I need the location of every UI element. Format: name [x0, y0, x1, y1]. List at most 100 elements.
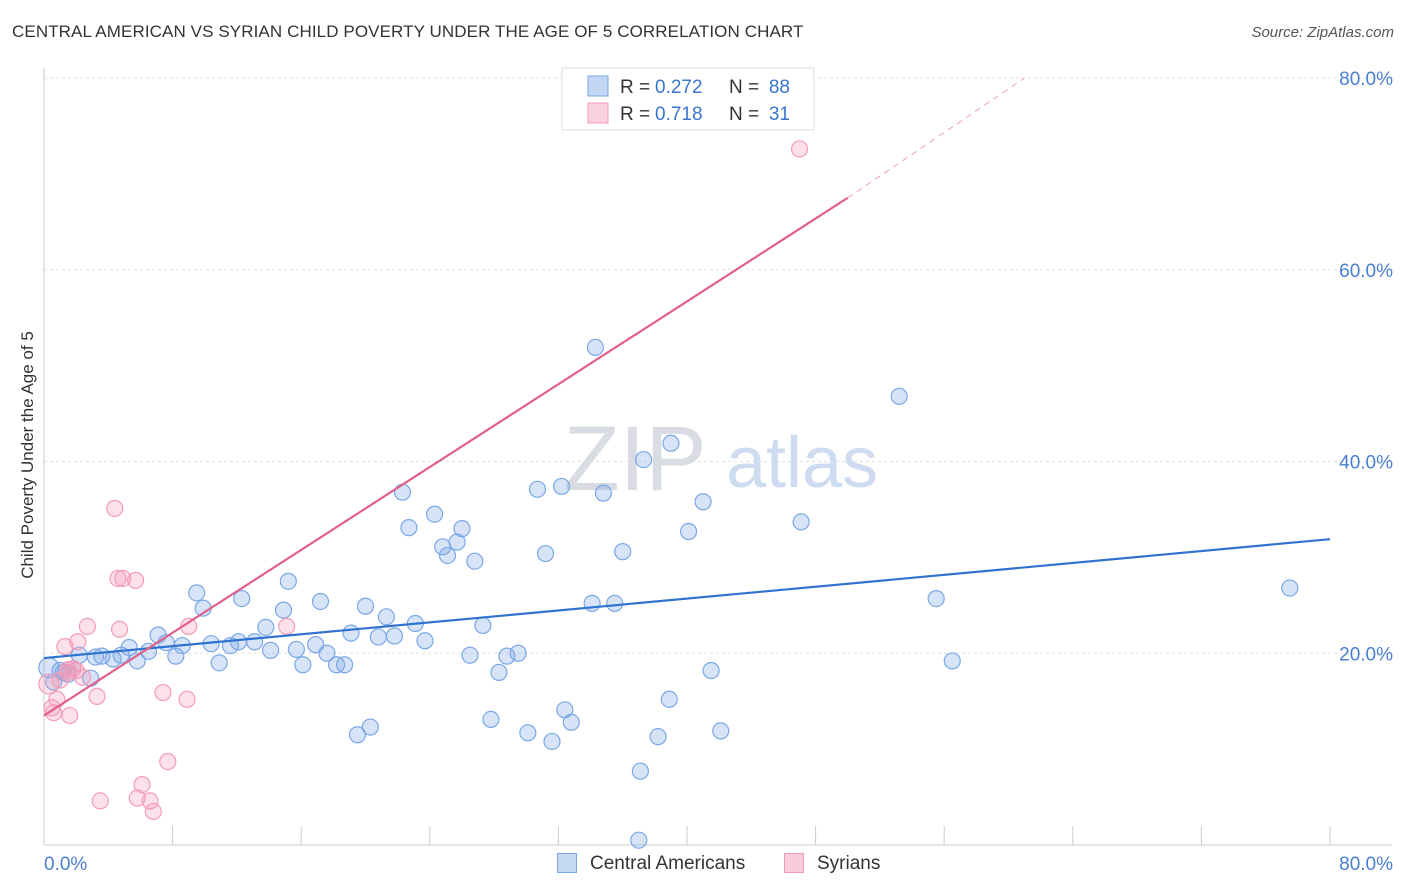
central-americans-trend: [43, 538, 1331, 660]
syrians-point: [178, 690, 196, 708]
central-americans-point: [356, 597, 375, 615]
syrians-point: [78, 617, 97, 636]
syrians-point: [127, 571, 145, 589]
central-americans-point: [245, 633, 264, 651]
syrians-point: [144, 802, 162, 821]
trend-lines: [43, 77, 1331, 717]
x-tick-label-end: 80.0%: [1339, 854, 1393, 875]
central-americans-point: [631, 762, 649, 780]
legend-box: [561, 67, 815, 131]
central-americans-point: [712, 722, 730, 740]
syrians-point: [64, 659, 82, 678]
x-tick-label-start: 0.0%: [44, 854, 87, 875]
central-americans-point: [461, 646, 479, 664]
central-americans-point: [583, 594, 601, 612]
chart-title: CENTRAL AMERICAN VS SYRIAN CHILD POVERTY…: [12, 22, 804, 41]
legend-stat-swatch: [587, 102, 609, 124]
central-americans-point: [233, 590, 251, 608]
central-americans-point: [400, 519, 418, 537]
central-americans-point: [262, 641, 280, 659]
central-americans-point: [348, 726, 367, 744]
syrians-trend: [43, 196, 849, 717]
central-americans-point: [307, 636, 325, 654]
central-americans-point: [649, 728, 667, 746]
central-americans-point: [498, 647, 516, 665]
y-tick-label: 20.0%: [1339, 644, 1393, 665]
syrians-point: [56, 637, 74, 656]
y-tick-label: 60.0%: [1339, 261, 1393, 282]
central-americans-point: [536, 544, 555, 563]
central-americans-point: [229, 633, 248, 651]
syrians-point: [61, 706, 79, 725]
syrians-point: [133, 775, 151, 794]
central-americans-point: [614, 543, 632, 561]
central-americans-point: [453, 520, 471, 538]
central-americans-point: [274, 601, 293, 619]
central-americans-point: [393, 483, 412, 501]
central-americans-point: [188, 584, 206, 602]
syrians-trend-extension: [847, 77, 1025, 199]
central-americans-point: [553, 477, 571, 496]
central-americans-point: [482, 710, 500, 729]
syrians-point: [128, 789, 146, 807]
central-americans-point: [660, 690, 678, 708]
central-americans-point: [662, 434, 680, 452]
y-tick-label: 40.0%: [1339, 453, 1393, 474]
central-americans-point: [385, 627, 404, 645]
central-americans-point: [342, 624, 360, 642]
central-americans-point: [606, 594, 624, 612]
central-americans-point: [509, 644, 527, 662]
central-americans-point: [361, 718, 379, 736]
central-americans-point: [448, 533, 466, 551]
central-americans-points: [38, 338, 1299, 849]
central-americans-point: [634, 450, 653, 469]
watermark: ZIP atlas: [563, 408, 878, 510]
watermark-zip: ZIP: [563, 408, 706, 510]
central-americans-point: [438, 546, 457, 565]
central-americans-point: [279, 572, 297, 590]
central-americans-point: [318, 644, 336, 662]
central-americans-point: [287, 640, 305, 659]
syrians-point: [278, 617, 296, 636]
central-americans-point: [927, 590, 945, 608]
central-americans-point: [890, 387, 908, 405]
legend-n-label: N =: [729, 104, 759, 125]
central-americans-point: [167, 647, 185, 665]
syrians-point: [69, 633, 87, 651]
legend-r-value: 0.718: [655, 104, 703, 125]
gridlines: [44, 77, 1392, 654]
central-americans-point: [466, 552, 484, 570]
central-americans-point: [702, 661, 720, 680]
syrians-point: [790, 140, 809, 158]
central-americans-point: [594, 484, 613, 502]
central-americans-point: [528, 480, 547, 498]
legend-n-value: 31: [769, 104, 790, 125]
central-americans-point: [474, 616, 492, 635]
syrians-points: [38, 140, 809, 821]
central-americans-point: [562, 713, 580, 731]
syrians-point: [91, 792, 109, 810]
central-americans-point: [680, 522, 698, 541]
central-americans-point: [519, 724, 537, 742]
legend-r-label: R =: [620, 77, 650, 98]
syrians-point: [154, 683, 172, 702]
legend-r-value: 0.272: [655, 77, 703, 98]
central-americans-point: [694, 493, 712, 511]
syrians-point: [114, 569, 132, 588]
central-americans-point: [543, 732, 561, 751]
syrians-point: [88, 687, 106, 705]
syrians-point: [106, 499, 124, 518]
central-americans-point: [257, 618, 275, 636]
central-americans-point: [630, 831, 648, 849]
legend-n-value: 88: [769, 77, 790, 98]
central-americans-point: [586, 338, 604, 357]
source-label: Source: ZipAtlas.com: [1251, 24, 1394, 41]
central-americans-point: [210, 654, 228, 672]
legend-stat-swatch: [587, 75, 609, 97]
central-americans-point: [1281, 579, 1299, 597]
central-americans-point: [490, 663, 508, 682]
legend-r-label: R =: [620, 104, 650, 125]
syrians-point: [109, 569, 127, 588]
legend-n-label: N =: [729, 77, 759, 98]
